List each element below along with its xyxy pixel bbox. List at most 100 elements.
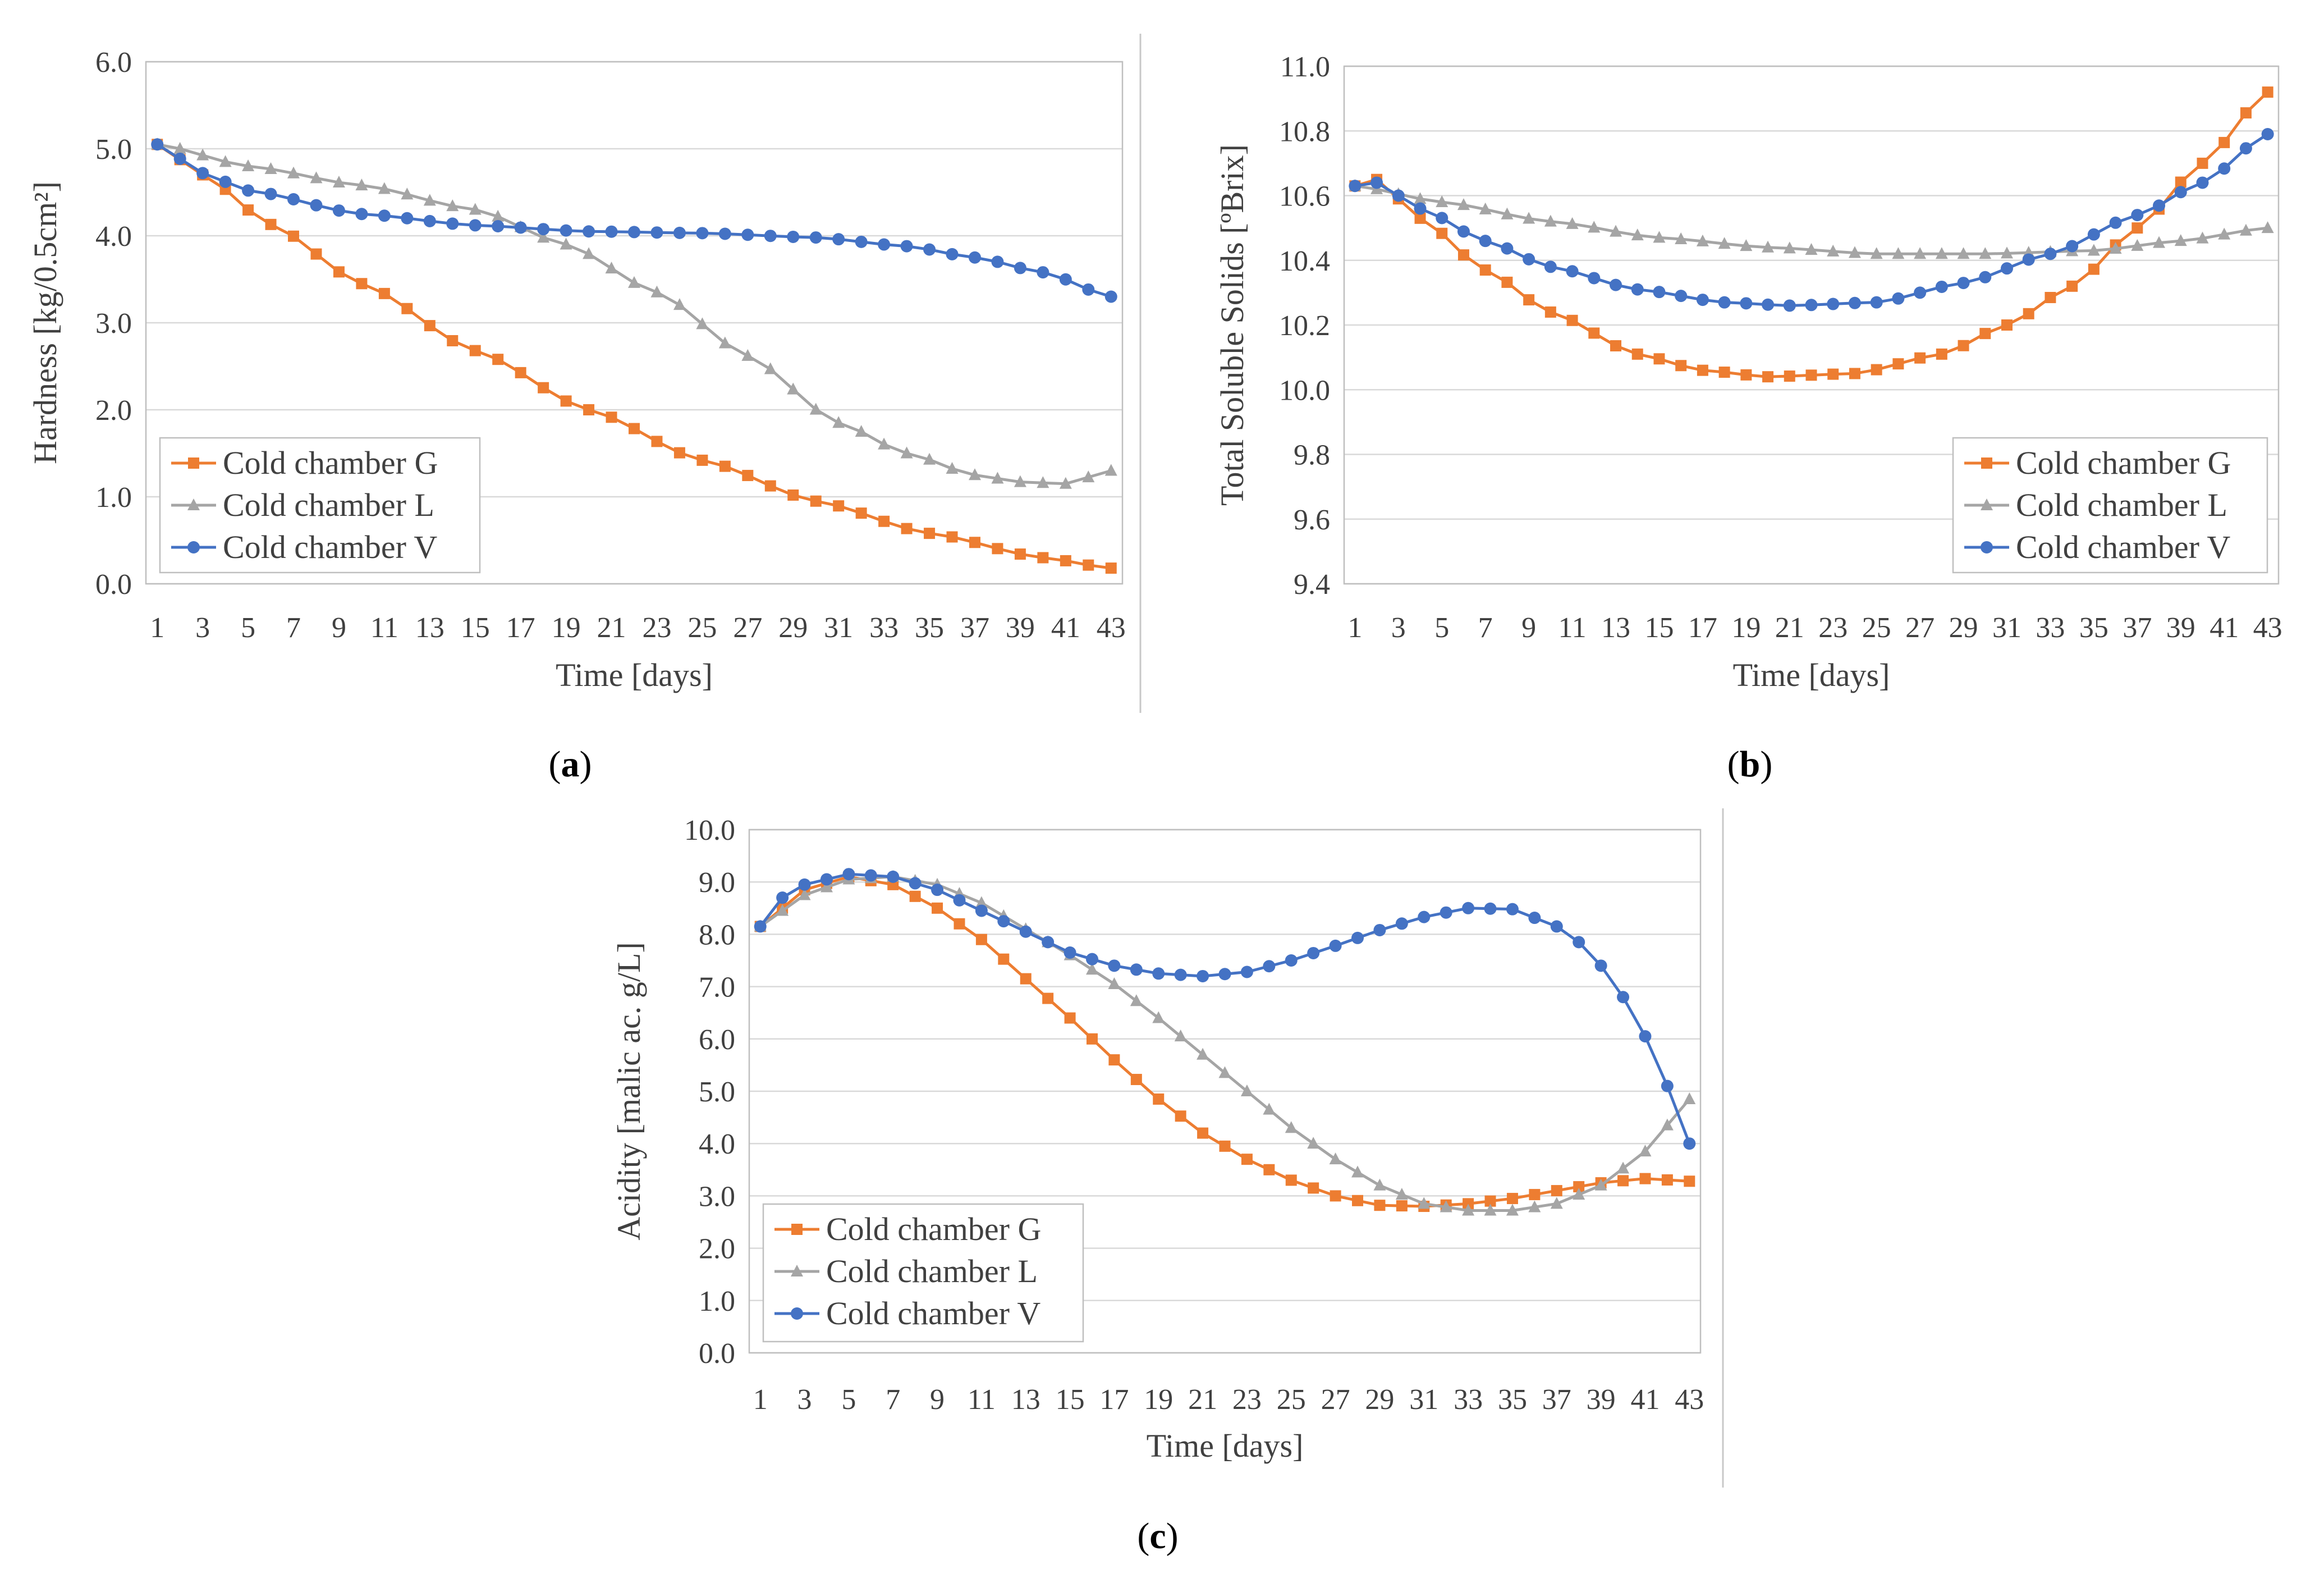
x-tick-label: 35 <box>2079 612 2108 644</box>
x-tick-label: 27 <box>1321 1384 1350 1416</box>
data-point-G <box>924 528 936 539</box>
data-point-V <box>469 219 482 232</box>
data-point-L <box>1285 1121 1298 1133</box>
y-tick-label: 5.0 <box>95 134 132 166</box>
data-point-L <box>1462 1204 1475 1216</box>
data-point-V <box>628 226 640 239</box>
x-tick-label: 5 <box>841 1384 856 1416</box>
data-point-V <box>2066 240 2079 253</box>
x-tick-label: 13 <box>1601 612 1630 644</box>
data-point-G <box>1958 340 1969 351</box>
series-V <box>754 868 1696 1150</box>
data-point-V <box>1436 212 1449 225</box>
data-point-G <box>288 230 300 242</box>
x-tick-label: 11 <box>370 612 398 644</box>
y-tick-label: 2.0 <box>95 395 132 427</box>
data-point-V <box>1457 225 1470 238</box>
data-point-V <box>1329 939 1342 952</box>
data-point-L <box>820 880 833 893</box>
data-point-G <box>1506 1193 1518 1205</box>
data-point-L <box>855 425 868 437</box>
data-point-L <box>1130 994 1143 1006</box>
data-point-G <box>787 489 799 501</box>
data-point-L <box>2000 246 2013 259</box>
data-point-L <box>1696 234 1709 246</box>
data-point-V <box>1653 286 1666 299</box>
legend-entry-L: Cold chamber L <box>1964 487 2227 523</box>
data-point-L <box>1418 1197 1431 1209</box>
data-point-G <box>1175 1110 1186 1122</box>
data-point-V <box>423 214 436 227</box>
x-tick-label: 17 <box>1099 1384 1129 1416</box>
x-tick-label: 33 <box>2036 612 2065 644</box>
x-tick-label: 43 <box>2253 612 2282 644</box>
data-point-G <box>1484 1195 1496 1207</box>
data-point-L <box>1037 476 1049 488</box>
data-point-V <box>514 221 527 234</box>
x-tick-label: 25 <box>1277 1384 1306 1416</box>
data-point-L <box>776 904 789 916</box>
data-point-L <box>1783 241 1796 254</box>
data-point-V <box>991 255 1004 268</box>
data-point-G <box>2045 292 2056 304</box>
data-point-G <box>855 507 867 519</box>
x-tick-label: 37 <box>2123 612 2152 644</box>
series-line-G <box>759 875 1690 1208</box>
data-point-V <box>332 204 345 217</box>
series-line-V <box>1354 132 2269 307</box>
data-point-V <box>1395 917 1408 930</box>
data-point-G <box>1064 1012 1076 1024</box>
data-point-V <box>1440 906 1452 919</box>
data-point-L <box>446 199 459 212</box>
panel-label-c: (c) <box>1137 1516 1178 1557</box>
data-point-G <box>764 480 776 492</box>
data-point-L <box>900 446 913 459</box>
data-point-V <box>1373 923 1386 936</box>
x-tick-label: 33 <box>1454 1384 1483 1416</box>
data-point-V <box>1935 280 1948 293</box>
data-point-G <box>878 515 890 527</box>
y-tick-label: 10.6 <box>1279 181 1330 213</box>
data-point-V <box>1218 968 1231 981</box>
data-point-L <box>1827 244 1840 257</box>
x-tick-label: 41 <box>1051 612 1080 644</box>
legend-label: Cold chamber V <box>223 529 437 565</box>
data-point-V <box>2196 176 2209 189</box>
data-point-L <box>1610 225 1622 237</box>
data-point-G <box>969 537 980 548</box>
x-tick-label: 7 <box>286 612 301 644</box>
data-point-L <box>2109 242 2122 254</box>
data-point-L <box>741 349 754 361</box>
data-point-G <box>1631 348 1643 360</box>
x-tick-label: 15 <box>1056 1384 1085 1416</box>
data-point-L <box>2131 239 2144 251</box>
data-point-V <box>1059 273 1072 286</box>
data-point-L <box>1082 470 1095 483</box>
data-point-L <box>196 148 209 161</box>
data-point-V <box>1827 298 1840 310</box>
data-point-V <box>776 891 789 904</box>
data-point-V <box>1174 968 1187 981</box>
legend-entry-G: Cold chamber G <box>774 1211 1041 1247</box>
panel-label-b: (b) <box>1727 744 1773 785</box>
data-point-G <box>1871 364 1882 376</box>
data-point-L <box>173 141 186 154</box>
x-tick-label: 3 <box>195 612 210 644</box>
data-point-L <box>2174 234 2187 246</box>
data-point-L <box>2261 221 2274 234</box>
legend-entry-G: Cold chamber G <box>1964 445 2231 481</box>
y-tick-label: 3.0 <box>95 308 132 340</box>
y-axis-title: Total Soluble Solids [ºBrix] <box>1214 144 1250 506</box>
data-point-V <box>2239 142 2252 155</box>
legend-marker <box>187 541 200 553</box>
data-point-V <box>1848 296 1861 309</box>
data-point-L <box>1059 477 1072 489</box>
x-tick-label: 1 <box>150 612 164 644</box>
x-tick-label: 27 <box>733 612 762 644</box>
data-point-G <box>2218 136 2230 148</box>
data-point-G <box>1285 1174 1297 1186</box>
data-point-V <box>1566 265 1579 278</box>
plot-area-frame <box>145 61 1124 585</box>
legend-label: Cold chamber G <box>223 445 438 481</box>
